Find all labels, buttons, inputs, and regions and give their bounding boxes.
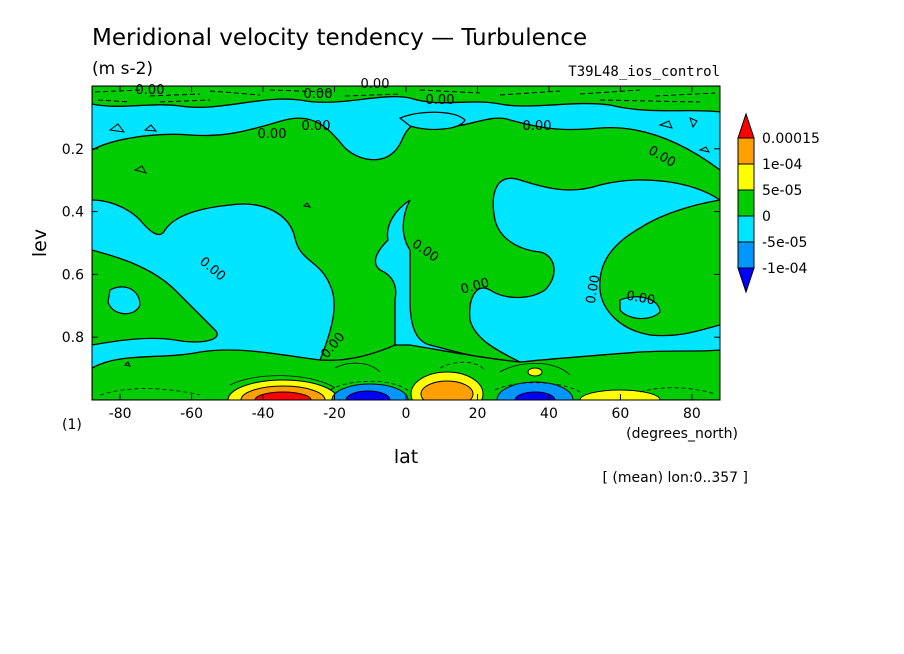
colorbar-cell (737, 189, 755, 217)
colorbar-cell (737, 163, 755, 191)
colorbar-bottom-arrow (737, 267, 755, 294)
y-axis-units: (1) (62, 417, 82, 433)
y-tick-label: 0.4 (62, 205, 84, 221)
region-top-green (92, 86, 720, 113)
contour-label: 0.00 (361, 77, 390, 92)
colorbar-label: 0.00015 (762, 131, 820, 147)
extreme-neg-sh-core (345, 390, 391, 400)
extreme-neg-nh-outer (496, 381, 574, 400)
chart-units: (m s-2) (92, 59, 153, 79)
region-cyan-island-b (107, 286, 141, 315)
x-tick-label: 0 (402, 406, 411, 422)
contour-label: 0.00 (304, 87, 333, 102)
colorbar-top-arrow (737, 112, 755, 139)
contour-label: 0.00 (258, 127, 287, 142)
contour-label: 0.00 (459, 276, 491, 298)
x-tick-label: -80 (109, 406, 132, 422)
contour-label: 0.00 (426, 93, 455, 108)
colorbar-cell (737, 137, 755, 165)
region-cyan-island-a (398, 111, 466, 130)
colorbar-label: 1e-04 (762, 157, 802, 173)
colorbar-label: 5e-05 (762, 183, 802, 199)
chart-title: Meridional velocity tendency — Turbulenc… (92, 25, 587, 51)
y-tick-label: 0.6 (62, 267, 84, 283)
contour-label: 0.00 (584, 274, 604, 305)
contour-label: 0.00 (523, 119, 552, 134)
contour-specks (108, 117, 711, 367)
region-cyan-island-c (619, 296, 661, 320)
y-tick-label: 0.8 (62, 330, 84, 346)
colorbar-label: -1e-04 (762, 261, 808, 277)
experiment-label: T39L48_ios_control (568, 64, 720, 80)
extreme-pos-nh-small (527, 367, 543, 377)
extreme-pos-eq-core (420, 380, 474, 400)
mean-note: [ (mean) lon:0..357 ] (603, 470, 748, 486)
extreme-neg-nh-core (514, 391, 556, 400)
contour-top-noise (94, 89, 716, 103)
colorbar-label: 0 (762, 209, 771, 225)
y-axis: 0.2 0.4 0.6 0.8 (62, 142, 720, 346)
x-tick-label: -20 (323, 406, 346, 422)
x-tick-label: -60 (180, 406, 203, 422)
contour-label: 0.00 (302, 119, 331, 134)
x-axis: -80 -60 -40 -20 0 20 40 60 80 (109, 86, 701, 422)
region-left-green (92, 249, 218, 346)
plot-area (92, 86, 720, 400)
x-tick-label: 80 (683, 406, 701, 422)
extreme-pos-sh-core (254, 391, 312, 400)
y-tick-label: 0.2 (62, 142, 84, 158)
x-tick-label: 20 (469, 406, 487, 422)
contour-thin-pos (229, 362, 571, 389)
x-axis-units: (degrees_north) (626, 426, 738, 442)
contour-thin-neg (99, 361, 716, 396)
x-tick-label: 40 (540, 406, 558, 422)
y-axis-label: lev (29, 229, 51, 257)
contour-label: 0.00 (625, 289, 656, 309)
colorbar: 0.00015 1e-04 5e-05 0 -5e-05 -1e-04 (737, 112, 820, 294)
x-tick-label: -40 (252, 406, 275, 422)
colorbar-label: -5e-05 (762, 235, 807, 251)
contour-label: 0.00 (136, 83, 165, 98)
x-tick-label: 60 (612, 406, 630, 422)
x-axis-label: lat (394, 446, 418, 468)
colorbar-cell (737, 215, 755, 243)
colorbar-cell (737, 241, 755, 269)
